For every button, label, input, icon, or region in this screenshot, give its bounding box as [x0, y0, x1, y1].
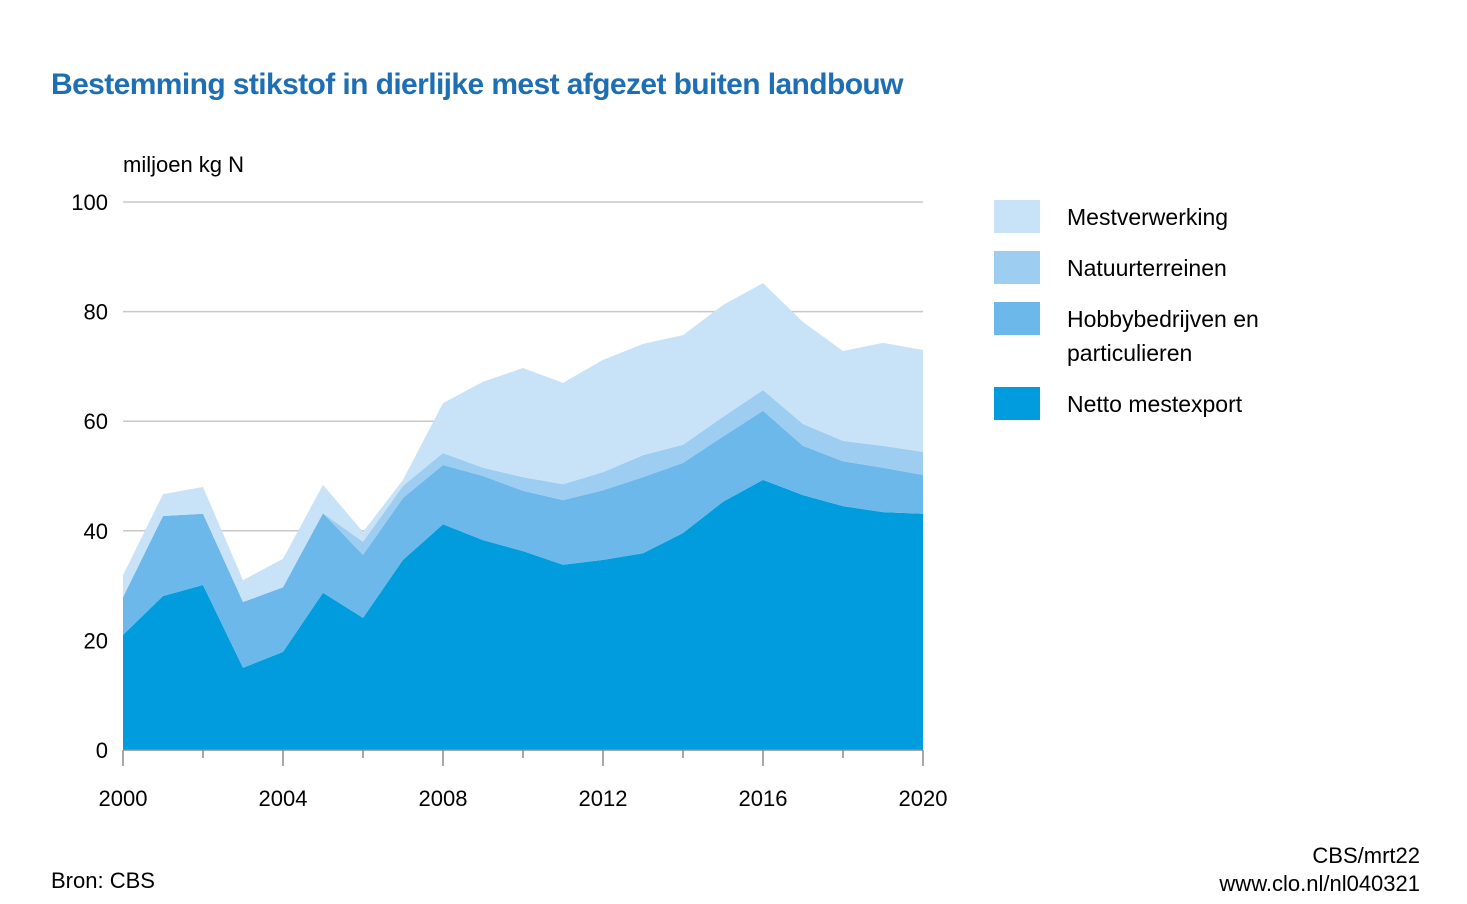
x-tick-label: 2016	[739, 786, 788, 811]
legend-label: Netto mestexport	[1067, 391, 1243, 417]
legend: Mestverwerking Natuurterreinen Hobbybedr…	[994, 200, 1327, 438]
credit-block: CBS/mrt22 www.clo.nl/nl040321	[1219, 842, 1420, 898]
x-tick-label: 2000	[99, 786, 148, 811]
series-areas	[123, 283, 923, 750]
area-hobbybedrijven-en-particulieren	[123, 410, 923, 668]
y-tick-label: 100	[71, 190, 108, 215]
y-tick-label: 0	[96, 738, 108, 763]
y-tick-label: 20	[84, 628, 108, 653]
legend-swatch	[994, 302, 1040, 335]
legend-item-hobbybedrijven: Hobbybedrijven en particulieren	[994, 302, 1327, 370]
y-tick-label: 60	[84, 409, 108, 434]
legend-label: Hobbybedrijven en particulieren	[1067, 306, 1259, 366]
credit-url[interactable]: www.clo.nl/nl040321	[1219, 871, 1420, 896]
legend-swatch	[994, 200, 1040, 233]
area-netto-mestexport	[123, 479, 923, 750]
x-tick-labels: 2000 2004 2008 2012 2016 2020	[99, 786, 948, 811]
area-mestverwerking	[123, 283, 923, 603]
legend-swatch	[994, 387, 1040, 420]
credit-date: CBS/mrt22	[1312, 843, 1420, 868]
legend-item-natuurterreinen: Natuurterreinen	[994, 251, 1327, 285]
x-tick-label: 2020	[899, 786, 948, 811]
x-tick-label: 2012	[579, 786, 628, 811]
legend-item-netto-mestexport: Netto mestexport	[994, 387, 1327, 421]
axes	[122, 749, 924, 766]
legend-label: Mestverwerking	[1067, 204, 1229, 230]
y-tick-label: 80	[84, 300, 108, 325]
y-tick-label: 40	[84, 519, 108, 544]
y-tick-labels: 0 20 40 60 80 100	[71, 190, 108, 763]
y-axis-unit-label: miljoen kg N	[123, 152, 245, 177]
source-note: Bron: CBS	[51, 868, 155, 893]
x-tick-label: 2004	[259, 786, 308, 811]
chart-title: Bestemming stikstof in dierlijke mest af…	[51, 68, 903, 101]
legend-label: Natuurterreinen	[1067, 255, 1227, 281]
legend-item-mestverwerking: Mestverwerking	[994, 200, 1327, 234]
legend-swatch	[994, 251, 1040, 284]
x-tick-label: 2008	[419, 786, 468, 811]
